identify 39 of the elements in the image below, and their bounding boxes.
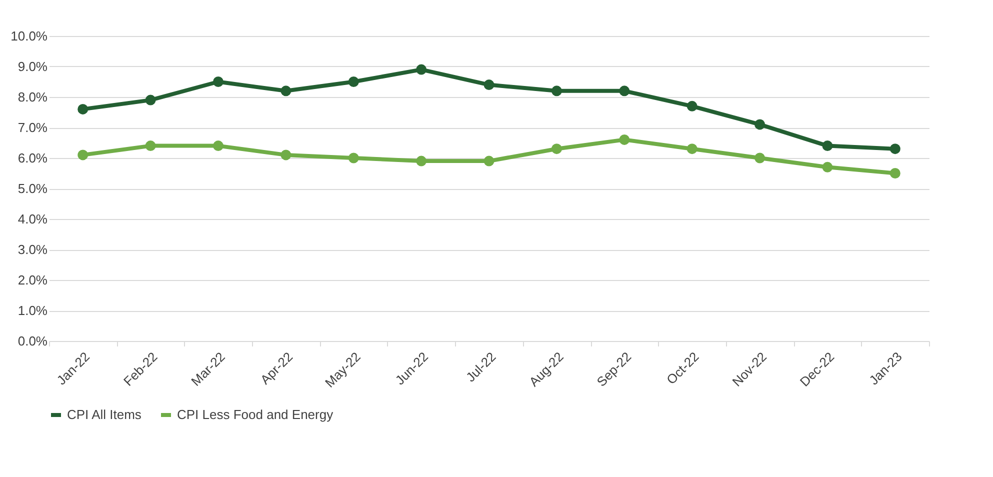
point xyxy=(416,156,427,166)
point xyxy=(686,100,698,112)
y-tick-label: 3.0% xyxy=(18,242,48,257)
point xyxy=(348,152,359,164)
y-tick-label: 6.0% xyxy=(18,150,48,166)
y-tick-label: 10.0% xyxy=(10,28,48,44)
point xyxy=(551,86,562,96)
point xyxy=(212,76,224,87)
point xyxy=(890,168,900,178)
point xyxy=(754,119,766,130)
legend-label: CPI Less Food and Energy xyxy=(177,407,334,422)
point xyxy=(754,152,766,164)
point xyxy=(145,94,156,106)
point xyxy=(78,150,88,160)
point xyxy=(280,150,292,160)
y-tick-label: 8.0% xyxy=(18,90,48,104)
point xyxy=(348,76,359,87)
point xyxy=(890,144,900,154)
point xyxy=(551,144,562,154)
y-tick-label: 2.0% xyxy=(18,272,48,288)
point xyxy=(619,86,630,96)
point xyxy=(145,140,156,152)
y-tick-label: 1.0% xyxy=(18,303,48,318)
point xyxy=(212,140,224,152)
y-tick-label: 7.0% xyxy=(18,120,48,135)
legend-label: CPI All Items xyxy=(67,407,142,422)
y-tick-label: 4.0% xyxy=(18,212,48,226)
point xyxy=(619,134,630,145)
point xyxy=(484,156,494,166)
y-tick-label: 9.0% xyxy=(18,59,48,74)
point xyxy=(686,144,698,154)
y-tick-label: 0.0% xyxy=(18,334,48,348)
point xyxy=(78,104,88,114)
point xyxy=(822,140,833,152)
point xyxy=(280,86,292,96)
y-tick-label: 5.0% xyxy=(18,181,48,196)
point xyxy=(416,64,427,75)
point xyxy=(484,80,494,90)
point xyxy=(822,162,833,172)
